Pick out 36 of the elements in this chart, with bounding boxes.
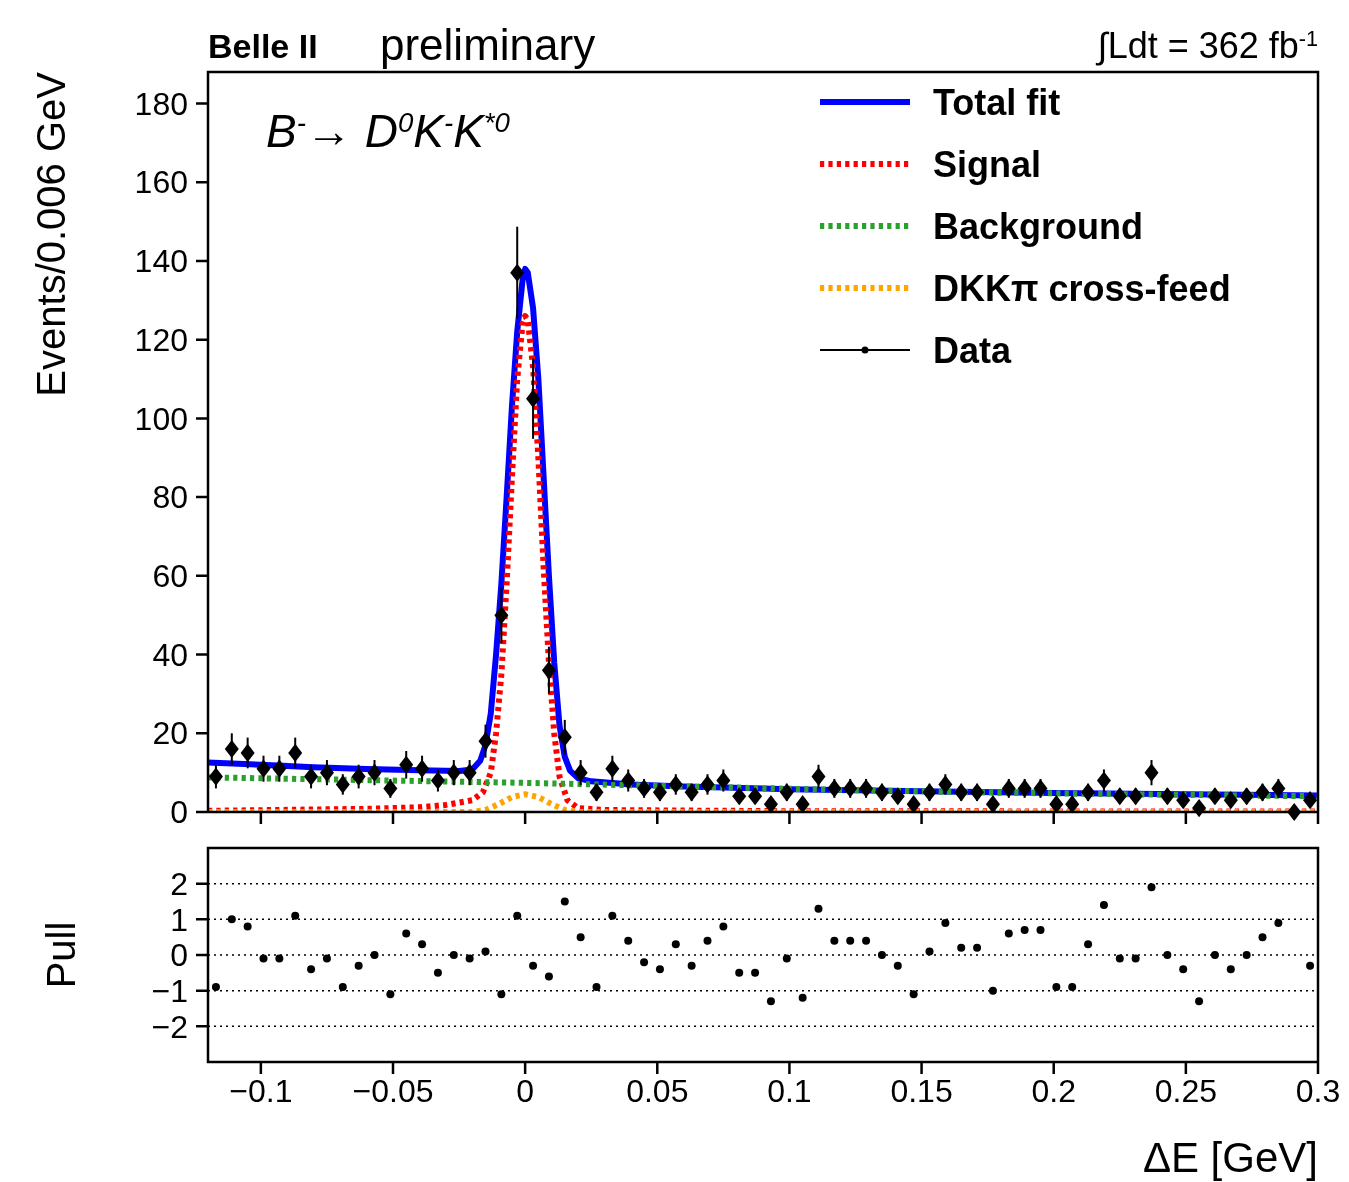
- y-tick-label: 140: [134, 243, 188, 280]
- x-tick-label: 0.15: [890, 1073, 953, 1109]
- y-tick-label: 0: [170, 794, 188, 831]
- y-tick-label: 80: [152, 479, 188, 516]
- y-axis-title: Events/0.006 GeV: [29, 71, 73, 397]
- y-tick-label: −1: [151, 972, 188, 1009]
- y-tick-label: 180: [134, 85, 188, 122]
- x-tick-label: 0.1: [767, 1073, 812, 1109]
- x-tick-label: −0.05: [352, 1073, 434, 1109]
- y-tick-label: 60: [152, 558, 188, 595]
- y-axis-title: Pull: [39, 921, 83, 989]
- legend-label: Signal: [933, 143, 1042, 185]
- y-tick-label: 20: [152, 715, 188, 752]
- y-tick-label: 1: [170, 901, 188, 938]
- chart-title: Belle II: [208, 27, 318, 65]
- y-tick-label: 160: [134, 164, 188, 201]
- y-tick-label: 120: [134, 321, 188, 358]
- x-tick-label: 0.25: [1154, 1073, 1217, 1109]
- legend-label: Total fit: [933, 81, 1061, 123]
- y-tick-label: 100: [134, 400, 188, 437]
- y-tick-label: −2: [151, 1008, 188, 1045]
- x-tick-label: 0.05: [626, 1073, 689, 1109]
- annotation: B$^{-}$→ D$^{0}$K$^{-}$K$^{*0}$: [266, 105, 511, 157]
- legend-label: Data: [933, 329, 1013, 371]
- legend-label: Background: [933, 205, 1144, 247]
- legend-label: DKKπ cross-feed: [933, 267, 1231, 309]
- chart-subtitle: preliminary: [380, 20, 596, 69]
- x-tick-label: −0.1: [229, 1073, 293, 1109]
- x-tick-label: 0.2: [1031, 1073, 1076, 1109]
- x-axis-title: ΔE [GeV]: [1142, 1134, 1318, 1181]
- text: ∫Ldt = 362 fb$^{-1}$: [1095, 25, 1318, 66]
- y-tick-label: 40: [152, 636, 188, 673]
- y-tick-label: 0: [170, 937, 188, 974]
- x-tick-label: 0: [516, 1073, 535, 1109]
- y-tick-label: 2: [170, 865, 188, 902]
- x-tick-label: 0.3: [1295, 1073, 1341, 1109]
